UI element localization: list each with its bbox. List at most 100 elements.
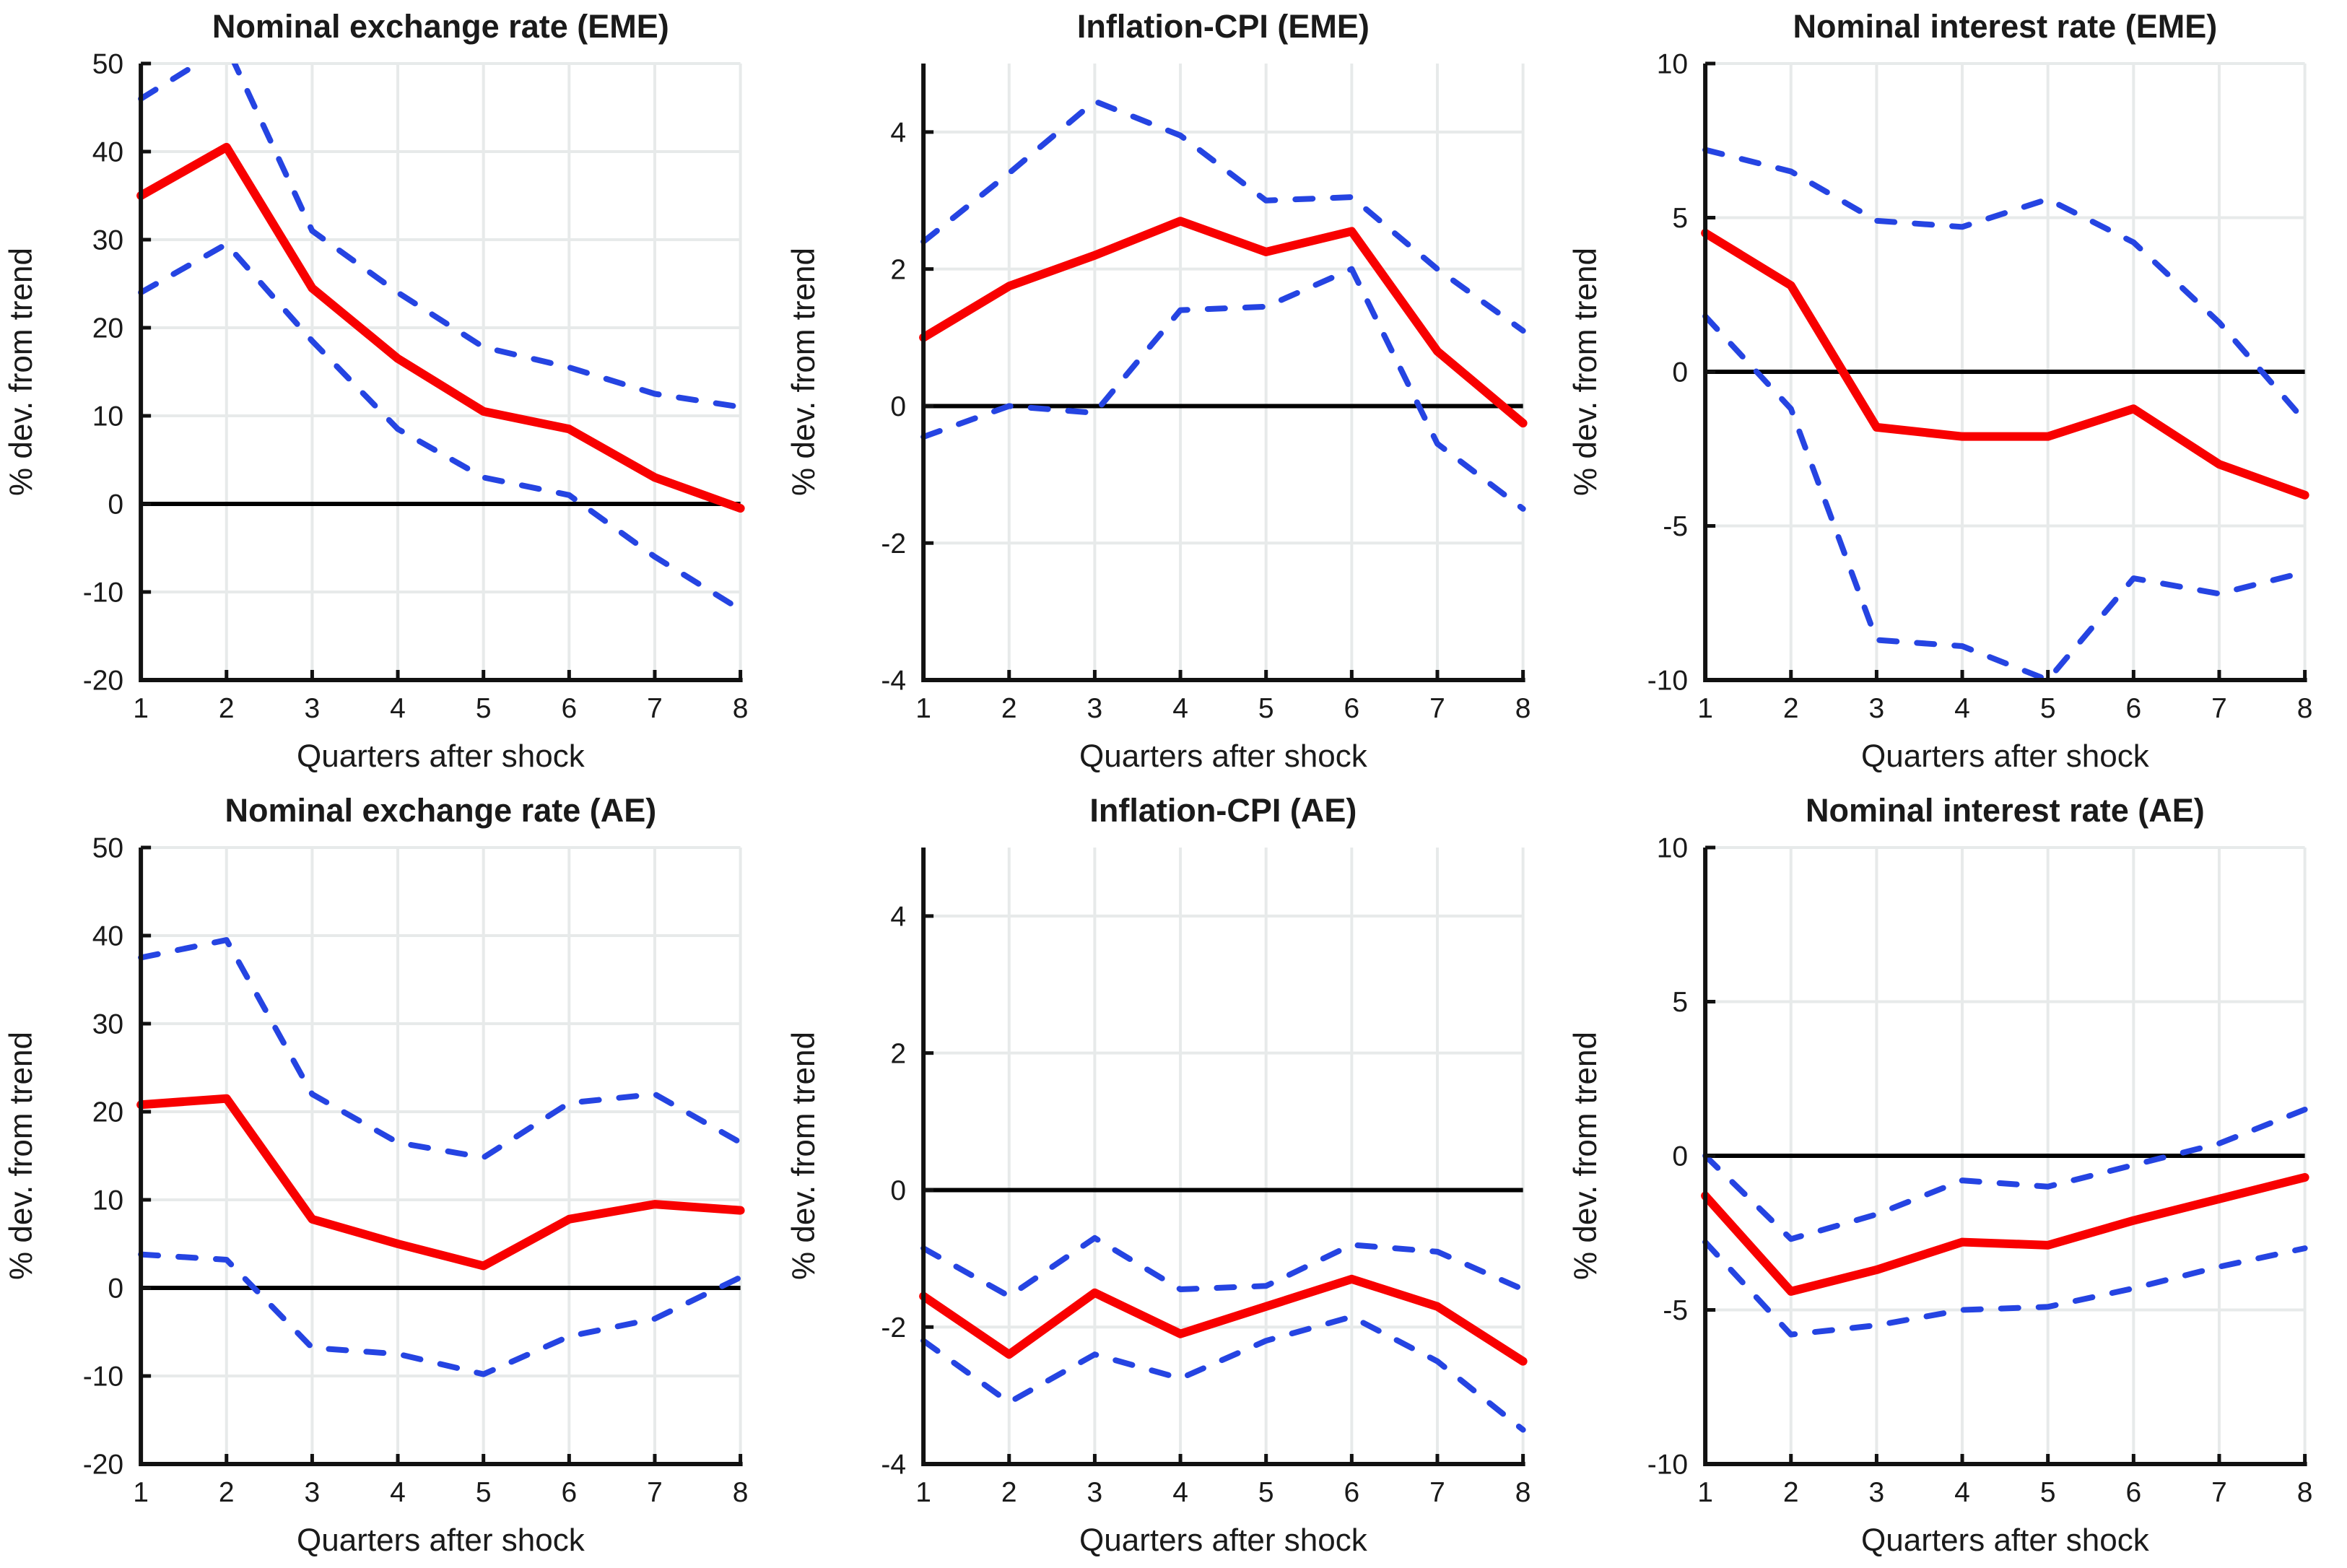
panel-nominal-interest-rate-eme: -10 -5 0 5 10 1 2 3 4 5 6 7 8 Nominal interest rate (… [1564,0,2347,784]
series-upper-band-line [138,64,744,410]
x-axis-tick-label: 2 [219,693,235,724]
y-axis-tick-label: 10 [1657,49,1688,80]
tick-marks [921,130,1525,682]
chart-canvas: -4 -2 0 2 4 1 2 3 4 5 6 7 8 Inflation-CPI (EME) Quarte… [786,8,1530,774]
chart-canvas: -20 -10 0 10 20 30 40 50 1 2 3 4 5 6 7 8 Nominal exchang… [4,8,748,774]
x-axis-tick-label: 6 [1344,693,1359,724]
x-axis-tick-label: 3 [1869,693,1885,724]
x-axis-tick-label: 1 [915,1477,931,1508]
x-axis-tick-label: 5 [2040,1477,2056,1508]
x-axis-tick-label: 4 [1172,1477,1188,1508]
grid-lines [139,846,742,1465]
x-axis-label: Quarters after shock [297,1523,585,1558]
y-axis-tick-label: 10 [92,1185,123,1216]
y-axis-tick-label: 2 [890,254,906,285]
panel-inflation-cpi-eme: -4 -2 0 2 4 1 2 3 4 5 6 7 8 Inflation-CPI (EME) Quarte… [783,0,1565,784]
x-axis-tick-label: 1 [1698,693,1714,724]
y-axis-label: % dev. from trend [786,248,822,496]
x-axis-tick-label: 8 [2297,693,2313,724]
series-median-line [136,142,745,513]
chart-canvas: -20 -10 0 10 20 30 40 50 1 2 3 4 5 6 7 8 Nominal exchang… [4,792,748,1558]
y-axis-tick-label: 10 [1657,833,1688,864]
x-axis-tick-label: 7 [1429,693,1445,724]
x-axis-label: Quarters after shock [297,739,585,774]
x-axis-tick-label: 4 [390,1477,406,1508]
y-axis-tick-label: 5 [1673,987,1689,1018]
x-axis-tick-label: 1 [915,693,931,724]
y-axis-tick-label: -20 [83,1450,123,1481]
chart-title: Inflation-CPI (AE) [1089,792,1357,829]
y-axis-tick-label: 0 [1673,1141,1689,1172]
y-axis-tick-label: 4 [890,902,906,933]
x-axis-tick-label: 4 [1955,693,1971,724]
x-axis-tick-label: 8 [1515,1477,1530,1508]
series-lower-band-line [138,1251,744,1377]
y-axis-tick-label: -2 [881,528,906,559]
y-axis-label: % dev. from trend [786,1032,822,1280]
x-axis-tick-label: 6 [2126,693,2142,724]
series-median-line [918,1274,1528,1366]
axis-lines [920,64,1525,682]
x-axis-tick-label: 8 [1515,693,1530,724]
x-axis-tick-label: 3 [305,1477,321,1508]
y-axis-tick-label: 50 [92,49,123,80]
series-lower-band-line [920,1313,1526,1433]
x-axis-tick-label: 4 [1955,1477,1971,1508]
x-axis-label: Quarters after shock [1861,739,2150,774]
chart-title: Nominal interest rate (AE) [1806,792,2205,829]
x-axis-label: Quarters after shock [1079,1523,1368,1558]
x-axis-tick-label: 7 [647,1477,663,1508]
series-group [918,98,1528,512]
x-axis-tick-label: 5 [2040,693,2056,724]
panel-nominal-interest-rate-ae: -10 -5 0 5 10 1 2 3 4 5 6 7 8 Nominal interest rate (… [1564,784,2347,1568]
series-upper-band-line [138,937,744,1161]
y-axis-tick-label: -10 [83,578,123,609]
x-axis-tick-label: 6 [2126,1477,2142,1508]
x-axis-tick-label: 4 [390,693,406,724]
y-axis-tick-label: 20 [92,313,123,344]
grid-lines [921,64,1525,681]
y-axis-tick-label: 20 [92,1097,123,1128]
y-axis-tick-label: 4 [890,118,906,149]
y-axis-label: % dev. from trend [4,248,39,496]
panel-nominal-exchange-rate-ae: -20 -10 0 10 20 30 40 50 1 2 3 4 5 6 7 8 Nominal exchang… [0,784,783,1568]
series-median-line [1701,228,2309,500]
axis-lines [920,848,1525,1466]
x-axis-tick-label: 3 [1087,1477,1102,1508]
chart-title: Inflation-CPI (EME) [1076,8,1369,45]
y-axis-tick-label: -4 [881,666,906,697]
series-group [918,1234,1528,1433]
y-axis-tick-label: -10 [1647,1450,1688,1481]
x-axis-tick-label: 7 [2211,1477,2227,1508]
tick-marks [921,914,1525,1466]
y-axis-tick-label: 40 [92,921,123,952]
series-upper-band-line [1702,147,2308,424]
y-axis-tick-label: 50 [92,833,123,864]
x-axis-label: Quarters after shock [1079,739,1368,774]
panel-inflation-cpi-ae: -4 -2 0 2 4 1 2 3 4 5 6 7 8 Inflation-CPI (AE) Quarter… [783,784,1565,1568]
x-axis-tick-label: 6 [561,693,577,724]
series-upper-band-line [1702,1106,2308,1242]
y-axis-label: % dev. from trend [1568,248,1603,496]
y-axis-tick-label: -4 [881,1450,906,1481]
y-axis-tick-label: 0 [890,1175,906,1206]
series-median-line [918,217,1528,428]
chart-canvas: -4 -2 0 2 4 1 2 3 4 5 6 7 8 Inflation-CPI (AE) Quarter… [786,792,1530,1558]
series-upper-band-line [920,1234,1526,1299]
y-axis-tick-label: 5 [1673,203,1689,234]
x-axis-tick-label: 2 [1783,1477,1799,1508]
y-axis-label: % dev. from trend [1568,1032,1603,1280]
y-axis-label: % dev. from trend [4,1032,39,1280]
series-median-line [1701,1172,2309,1296]
x-axis-tick-label: 8 [2297,1477,2313,1508]
series-group [1701,147,2309,680]
axis-lines [139,848,743,1466]
y-axis-tick-label: -10 [1647,666,1688,697]
x-axis-tick-label: 7 [2211,693,2227,724]
y-axis-tick-label: 0 [108,489,123,521]
y-axis-tick-label: -2 [881,1312,906,1343]
series-median-line [136,1094,745,1271]
y-axis-tick-label: 30 [92,1009,123,1040]
y-axis-tick-label: -5 [1663,511,1689,542]
